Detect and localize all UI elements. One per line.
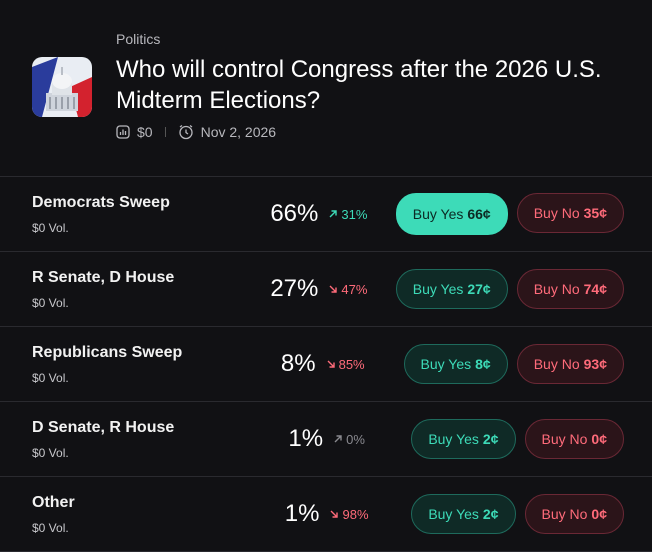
change: 31% bbox=[328, 207, 367, 222]
change-value: 31% bbox=[341, 206, 368, 222]
buttons: Buy Yes 8¢ Buy No 93¢ bbox=[403, 344, 624, 384]
chance: 8% bbox=[280, 350, 316, 377]
buy-no-price: 35¢ bbox=[583, 205, 607, 221]
market-title: Who will control Congress after the 2026… bbox=[116, 56, 602, 114]
change: 47% bbox=[328, 282, 367, 297]
outcome-name: R Senate, D House bbox=[32, 268, 175, 286]
buy-yes-price: 66¢ bbox=[467, 206, 491, 222]
outcome-row: Republicans Sweep $0 Vol. 8% 85% Buy Yes 8¢ Bu… bbox=[0, 327, 652, 402]
trend-arrow bbox=[329, 210, 338, 218]
outcome-volume: $0 Vol. bbox=[32, 370, 69, 385]
buy-yes-label: Buy Yes bbox=[412, 281, 464, 297]
outcome-list: Democrats Sweep $0 Vol. 66% 31% Buy Yes 66¢ Bu… bbox=[0, 177, 652, 552]
outcome-volume: $0 Vol. bbox=[32, 445, 69, 460]
buy-yes-price: 27¢ bbox=[467, 281, 491, 297]
buy-yes-label: Buy Yes bbox=[412, 206, 464, 222]
chance: 27% bbox=[270, 275, 319, 302]
trend-arrow bbox=[334, 435, 342, 443]
outcome-info: Democrats Sweep $0 Vol. bbox=[32, 194, 242, 235]
chance: 1% bbox=[284, 500, 320, 527]
volume-icon bbox=[116, 125, 130, 139]
volume: $0 bbox=[137, 124, 153, 140]
change-value: 98% bbox=[342, 506, 369, 522]
buy-no-label: Buy No bbox=[533, 281, 580, 297]
buy-no-button[interactable]: Buy No 35¢ bbox=[516, 193, 624, 233]
buy-yes-label: Buy Yes bbox=[420, 356, 472, 372]
buy-no-button[interactable]: Buy No 93¢ bbox=[516, 344, 624, 384]
outcome-row: D Senate, R House $0 Vol. 1% 0% Buy Yes 2¢ Buy… bbox=[0, 402, 652, 477]
buy-no-button[interactable]: Buy No 0¢ bbox=[524, 419, 624, 459]
buy-no-label: Buy No bbox=[541, 506, 588, 522]
clock-icon bbox=[178, 124, 193, 140]
buy-yes-price: 2¢ bbox=[482, 506, 499, 522]
category: Politics bbox=[116, 31, 161, 47]
buttons: Buy Yes 2¢ Buy No 0¢ bbox=[411, 494, 624, 534]
trend-arrow bbox=[327, 360, 335, 368]
outcome-volume: $0 Vol. bbox=[32, 295, 69, 310]
outcome-odds: 66% 31% bbox=[242, 200, 396, 228]
buy-yes-button[interactable]: Buy Yes 2¢ bbox=[411, 419, 516, 459]
outcome-row: Democrats Sweep $0 Vol. 66% 31% Buy Yes 66¢ Bu… bbox=[0, 177, 652, 252]
buy-yes-button[interactable]: Buy Yes 27¢ bbox=[395, 269, 508, 309]
trend-arrow bbox=[329, 285, 338, 293]
buy-yes-button[interactable]: Buy Yes 2¢ bbox=[411, 494, 516, 534]
outcome-name: Other bbox=[32, 493, 75, 511]
buy-no-button[interactable]: Buy No 74¢ bbox=[516, 269, 624, 309]
change: 85% bbox=[326, 357, 365, 372]
change-value: 47% bbox=[341, 281, 368, 297]
buy-no-label: Buy No bbox=[533, 356, 580, 372]
trend-arrow bbox=[330, 510, 339, 518]
outcome-name: D Senate, R House bbox=[32, 418, 175, 436]
outcome-volume: $0 Vol. bbox=[32, 220, 69, 235]
market-icon bbox=[32, 57, 92, 117]
buy-no-label: Buy No bbox=[541, 431, 588, 447]
buy-no-price: 74¢ bbox=[583, 281, 607, 297]
outcome-odds: 8% 85% bbox=[242, 350, 404, 378]
buy-yes-price: 8¢ bbox=[475, 356, 491, 372]
buttons: Buy Yes 27¢ Buy No 74¢ bbox=[395, 269, 624, 309]
outcome-info: Other $0 Vol. bbox=[32, 494, 242, 535]
market-meta: $0 Nov 2, 2026 bbox=[116, 124, 276, 140]
market-header: Politics Who will control Congress after… bbox=[0, 0, 652, 177]
outcome-info: R Senate, D House $0 Vol. bbox=[32, 269, 242, 310]
buy-no-price: 0¢ bbox=[591, 506, 607, 522]
outcome-odds: 1% 98% bbox=[242, 500, 411, 528]
outcome-volume: $0 Vol. bbox=[32, 520, 69, 535]
buy-yes-label: Buy Yes bbox=[428, 506, 479, 522]
change: 0% bbox=[333, 432, 365, 447]
outcome-row: R Senate, D House $0 Vol. 27% 47% Buy Yes 27¢… bbox=[0, 252, 652, 327]
outcome-row: Other $0 Vol. 1% 98% Buy Yes 2¢ Buy No 0¢ bbox=[0, 477, 652, 552]
change: 98% bbox=[329, 506, 369, 522]
separator bbox=[164, 127, 166, 137]
buttons: Buy Yes 2¢ Buy No 0¢ bbox=[411, 419, 624, 459]
change-value: 0% bbox=[346, 431, 365, 447]
outcome-info: D Senate, R House $0 Vol. bbox=[32, 419, 242, 460]
outcome-info: Republicans Sweep $0 Vol. bbox=[32, 344, 242, 385]
buy-yes-price: 2¢ bbox=[482, 431, 499, 447]
outcome-odds: 27% 47% bbox=[242, 275, 396, 303]
buttons: Buy Yes 66¢ Buy No 35¢ bbox=[395, 193, 624, 235]
chance: 66% bbox=[270, 200, 319, 227]
buy-no-button[interactable]: Buy No 0¢ bbox=[524, 494, 624, 534]
buy-no-label: Buy No bbox=[533, 205, 580, 221]
buy-no-price: 93¢ bbox=[583, 356, 607, 372]
outcome-name: Democrats Sweep bbox=[32, 193, 170, 211]
buy-yes-button[interactable]: Buy Yes 66¢ bbox=[395, 193, 508, 235]
change-value: 85% bbox=[338, 356, 365, 372]
outcome-name: Republicans Sweep bbox=[32, 343, 183, 361]
chance: 1% bbox=[288, 425, 324, 452]
buy-yes-label: Buy Yes bbox=[428, 431, 479, 447]
buy-no-price: 0¢ bbox=[591, 431, 607, 447]
outcome-odds: 1% 0% bbox=[242, 425, 411, 453]
end-date: Nov 2, 2026 bbox=[200, 124, 277, 140]
buy-yes-button[interactable]: Buy Yes 8¢ bbox=[403, 344, 508, 384]
